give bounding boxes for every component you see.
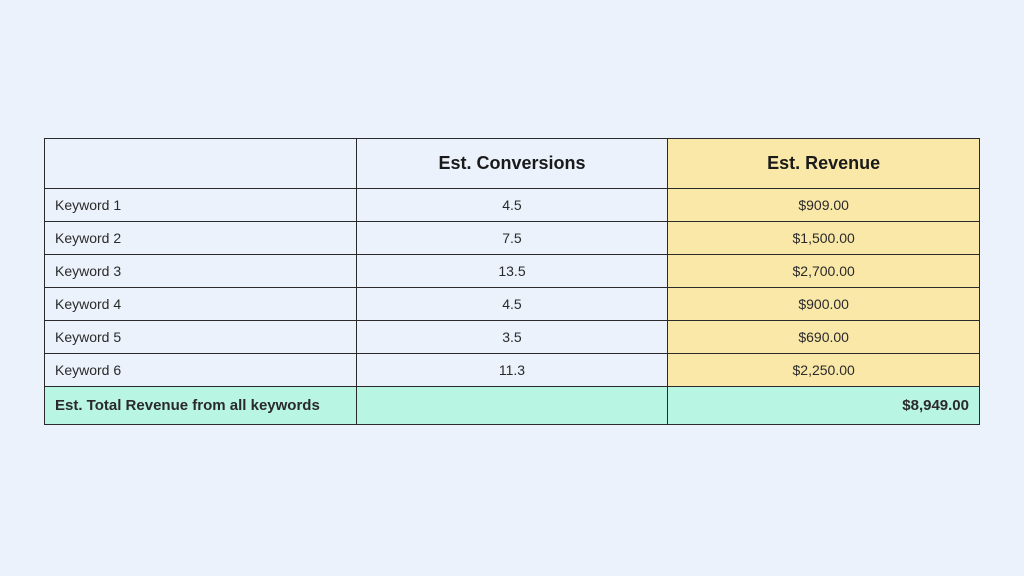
table-header: Est. Conversions Est. Revenue — [45, 139, 980, 189]
cell-revenue: $690.00 — [668, 321, 980, 354]
total-conversions — [356, 387, 668, 425]
header-revenue: Est. Revenue — [668, 139, 980, 189]
cell-revenue: $909.00 — [668, 189, 980, 222]
header-conversions: Est. Conversions — [356, 139, 668, 189]
cell-keyword: Keyword 3 — [45, 255, 357, 288]
cell-keyword: Keyword 6 — [45, 354, 357, 387]
header-row: Est. Conversions Est. Revenue — [45, 139, 980, 189]
cell-conversions: 7.5 — [356, 222, 668, 255]
cell-revenue: $2,250.00 — [668, 354, 980, 387]
cell-revenue: $900.00 — [668, 288, 980, 321]
total-label: Est. Total Revenue from all keywords — [45, 387, 357, 425]
cell-revenue: $2,700.00 — [668, 255, 980, 288]
cell-revenue: $1,500.00 — [668, 222, 980, 255]
cell-keyword: Keyword 1 — [45, 189, 357, 222]
cell-conversions: 3.5 — [356, 321, 668, 354]
table-row: Keyword 4 4.5 $900.00 — [45, 288, 980, 321]
cell-conversions: 4.5 — [356, 189, 668, 222]
table-row: Keyword 6 11.3 $2,250.00 — [45, 354, 980, 387]
cell-keyword: Keyword 2 — [45, 222, 357, 255]
table-row: Keyword 3 13.5 $2,700.00 — [45, 255, 980, 288]
table-row: Keyword 5 3.5 $690.00 — [45, 321, 980, 354]
revenue-table: Est. Conversions Est. Revenue Keyword 1 … — [44, 138, 980, 425]
table-row: Keyword 1 4.5 $909.00 — [45, 189, 980, 222]
revenue-table-container: Est. Conversions Est. Revenue Keyword 1 … — [44, 138, 980, 425]
table-body: Keyword 1 4.5 $909.00 Keyword 2 7.5 $1,5… — [45, 189, 980, 425]
cell-conversions: 13.5 — [356, 255, 668, 288]
cell-keyword: Keyword 4 — [45, 288, 357, 321]
total-revenue: $8,949.00 — [668, 387, 980, 425]
cell-keyword: Keyword 5 — [45, 321, 357, 354]
cell-conversions: 11.3 — [356, 354, 668, 387]
cell-conversions: 4.5 — [356, 288, 668, 321]
total-row: Est. Total Revenue from all keywords $8,… — [45, 387, 980, 425]
table-row: Keyword 2 7.5 $1,500.00 — [45, 222, 980, 255]
header-keyword — [45, 139, 357, 189]
